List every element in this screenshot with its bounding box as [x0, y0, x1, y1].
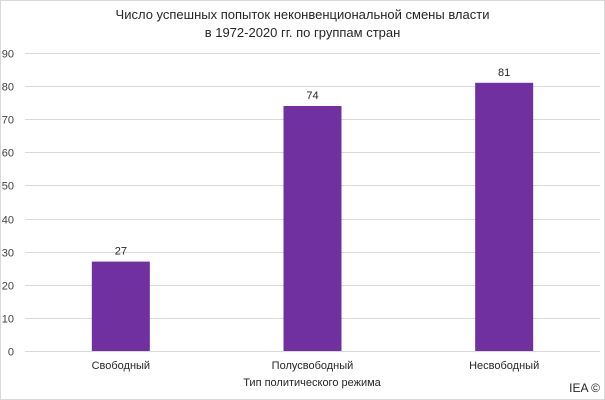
- y-tick-label: 30: [2, 248, 14, 260]
- iea-watermark: IEA ©: [569, 381, 600, 395]
- y-tick-label: 40: [2, 215, 14, 227]
- data-labels: 27 74 81: [115, 67, 511, 258]
- x-axis-label: Тип политического режима: [243, 377, 381, 389]
- bar: [91, 261, 150, 351]
- y-tick-label: 90: [2, 49, 14, 61]
- y-tick-label: 10: [2, 314, 14, 326]
- y-tick-label: 70: [2, 115, 14, 127]
- bar-value-label: 27: [115, 246, 127, 258]
- bar-value-label: 81: [498, 67, 510, 79]
- chart-title-line-1: Число успешных попыток неконвенционально…: [115, 7, 490, 22]
- x-axis-ticks: Свободный Полусвободный Несвободный: [92, 360, 540, 372]
- chart-title: Число успешных попыток неконвенционально…: [0, 6, 605, 42]
- bars: [91, 82, 534, 352]
- y-tick-label: 60: [2, 148, 14, 160]
- chart-title-line-2: в 1972-2020 гг. по группам стран: [204, 25, 401, 40]
- y-tick-label: 0: [8, 347, 14, 359]
- y-tick-label: 50: [2, 181, 14, 193]
- y-tick-label: 20: [2, 281, 14, 293]
- bar: [475, 82, 534, 352]
- x-tick-label: Полусвободный: [272, 360, 354, 372]
- bar-value-label: 74: [306, 90, 318, 102]
- bar: [283, 105, 342, 351]
- x-tick-label: Свободный: [92, 360, 151, 372]
- y-axis-ticks: 0 10 20 30 40 50 60 70 80 90: [2, 49, 14, 359]
- y-tick-label: 80: [2, 82, 14, 94]
- x-tick-label: Несвободный: [469, 360, 539, 372]
